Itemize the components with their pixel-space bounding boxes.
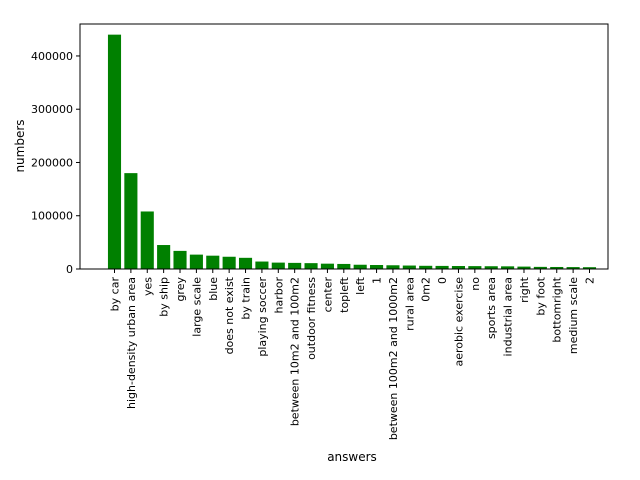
x-tick-label: bottomright: [551, 276, 564, 342]
bar: [386, 265, 400, 269]
x-tick-label: no: [469, 277, 482, 291]
x-tick-label: right: [518, 276, 531, 303]
bar: [173, 250, 187, 269]
bar: [435, 265, 449, 269]
x-tick-label: 0m2: [420, 277, 433, 302]
bar: [550, 266, 564, 269]
x-tick-label: sports area: [485, 277, 498, 339]
bar: [533, 266, 547, 269]
bar: [140, 211, 154, 269]
x-axis-ticks: by car high-density urban area yes by ship g…: [109, 269, 597, 440]
x-tick-label: playing soccer: [256, 277, 269, 357]
bar: [451, 266, 466, 269]
y-axis-title: numbers: [13, 119, 27, 172]
x-tick-label: 2: [584, 277, 597, 284]
bar: [468, 266, 482, 269]
bar: [337, 263, 351, 269]
x-tick-label: aerobic exercise: [452, 277, 465, 367]
bar: [517, 266, 531, 269]
bar: [124, 173, 138, 269]
y-tick-label: 400000: [31, 50, 73, 63]
x-tick-label: 0: [436, 277, 449, 284]
bar: [189, 254, 203, 269]
x-tick-label: between 100m2 and 1000m2: [387, 277, 400, 440]
bars-group: [107, 34, 597, 270]
x-tick-label: large scale: [190, 277, 203, 337]
x-tick-label: blue: [207, 277, 220, 301]
x-tick-label: grey: [174, 277, 187, 302]
bar: [206, 255, 220, 269]
y-tick-label: 300000: [31, 103, 73, 116]
y-tick-label: 0: [66, 263, 73, 276]
x-axis-title: answers: [327, 450, 377, 464]
bar: [320, 263, 334, 269]
x-tick-label: industrial area: [502, 277, 515, 356]
y-axis-ticks: 0 100000 200000 300000 400000: [31, 50, 80, 276]
bar: [501, 266, 515, 269]
bar: [238, 257, 253, 269]
bar: [271, 262, 285, 269]
x-tick-label: between 10m2 and 100m2: [289, 277, 302, 426]
x-tick-label: does not exist: [223, 276, 236, 354]
x-tick-label: by car: [109, 277, 122, 312]
bar: [484, 266, 498, 269]
x-tick-label: topleft: [338, 276, 351, 313]
x-tick-label: high-density urban area: [125, 277, 138, 409]
x-tick-label: by ship: [158, 277, 171, 317]
x-tick-label: outdoor fitness: [305, 277, 318, 360]
bar: [582, 267, 597, 269]
bar: [402, 265, 416, 269]
bar: [370, 265, 384, 269]
bar: [157, 245, 171, 269]
x-tick-label: rural area: [403, 277, 416, 331]
y-tick-label: 100000: [31, 210, 73, 223]
bar: [419, 265, 433, 269]
bar: [222, 256, 236, 269]
bar: [566, 267, 580, 269]
bar: [304, 263, 318, 269]
x-tick-label: 1: [371, 277, 384, 284]
x-tick-label: left: [354, 276, 367, 295]
bar: [353, 264, 367, 269]
x-tick-label: harbor: [272, 277, 285, 314]
bar: [107, 34, 122, 270]
x-tick-label: yes: [141, 277, 154, 296]
plot-area: [80, 24, 608, 269]
x-tick-label: center: [321, 277, 334, 313]
x-tick-label: by train: [240, 277, 253, 320]
x-tick-label: medium scale: [567, 277, 580, 354]
y-tick-label: 200000: [31, 156, 73, 169]
x-tick-label: by foot: [534, 276, 547, 315]
bar: [288, 262, 302, 270]
bar: [255, 261, 269, 269]
plot-frame: [79, 23, 609, 270]
